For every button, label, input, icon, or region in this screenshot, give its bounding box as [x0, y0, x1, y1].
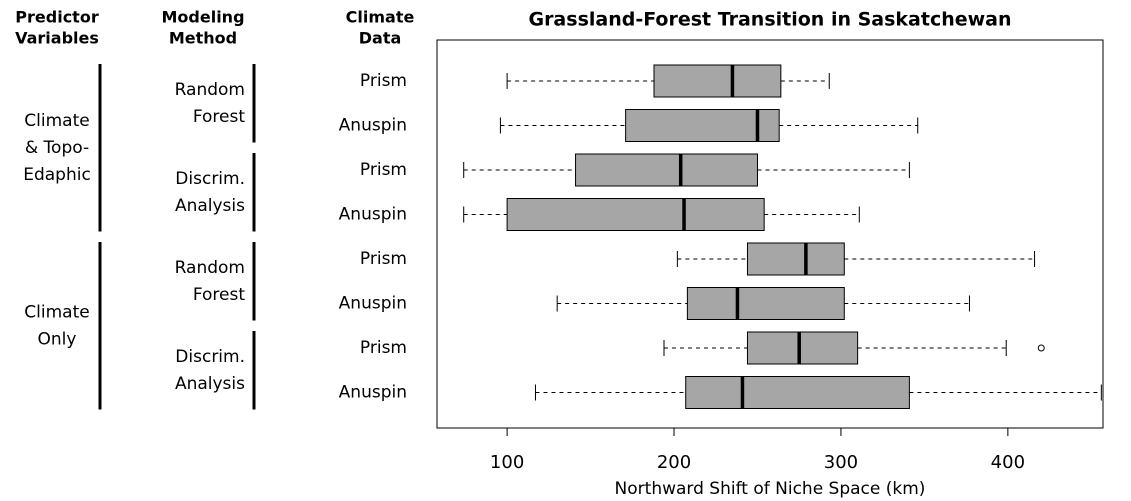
x-tick-label: 100 — [490, 452, 524, 473]
category-label: Anuspin — [339, 205, 407, 225]
group-label: Forest — [193, 285, 246, 305]
outlier — [1037, 344, 1045, 352]
box — [506, 198, 765, 231]
x-tick-label: 400 — [991, 452, 1025, 473]
column-header: Climate — [346, 8, 415, 27]
box — [653, 64, 782, 98]
group-label: Climate — [24, 111, 89, 131]
column-header: Method — [169, 29, 237, 48]
group-label: Analysis — [175, 196, 245, 216]
category-label: Anuspin — [339, 116, 407, 136]
category-label: Anuspin — [339, 383, 407, 403]
group-label: Random — [175, 80, 245, 100]
column-header: Data — [359, 29, 402, 48]
category-label: Prism — [360, 249, 407, 269]
plot-frame — [436, 39, 1104, 429]
group-label: Forest — [193, 107, 246, 127]
category-label: Anuspin — [339, 294, 407, 314]
column-header: Variables — [15, 29, 99, 48]
group-label: Discrim. — [175, 169, 245, 189]
group-label: & Topo- — [25, 138, 89, 158]
group-label: Discrim. — [175, 347, 245, 367]
group-label: Only — [38, 329, 77, 349]
column-header: Modeling — [161, 8, 244, 27]
box — [625, 109, 780, 142]
column-header: Predictor — [15, 8, 99, 27]
box — [686, 287, 845, 320]
group-label: Climate — [24, 302, 89, 322]
box — [685, 376, 910, 409]
category-label: Prism — [360, 338, 407, 358]
x-tick-label: 200 — [657, 452, 691, 473]
box — [575, 153, 758, 187]
group-label: Analysis — [175, 374, 245, 394]
category-label: Prism — [360, 160, 407, 180]
box — [746, 242, 845, 276]
x-tick-label: 300 — [824, 452, 858, 473]
box — [746, 331, 859, 365]
chart-title: Grassland-Forest Transition in Saskatche… — [528, 9, 1011, 31]
x-axis-label: Northward Shift of Niche Space (km) — [615, 479, 926, 499]
group-label: Edaphic — [23, 165, 91, 185]
group-label: Random — [175, 258, 245, 278]
category-label: Prism — [360, 71, 407, 91]
